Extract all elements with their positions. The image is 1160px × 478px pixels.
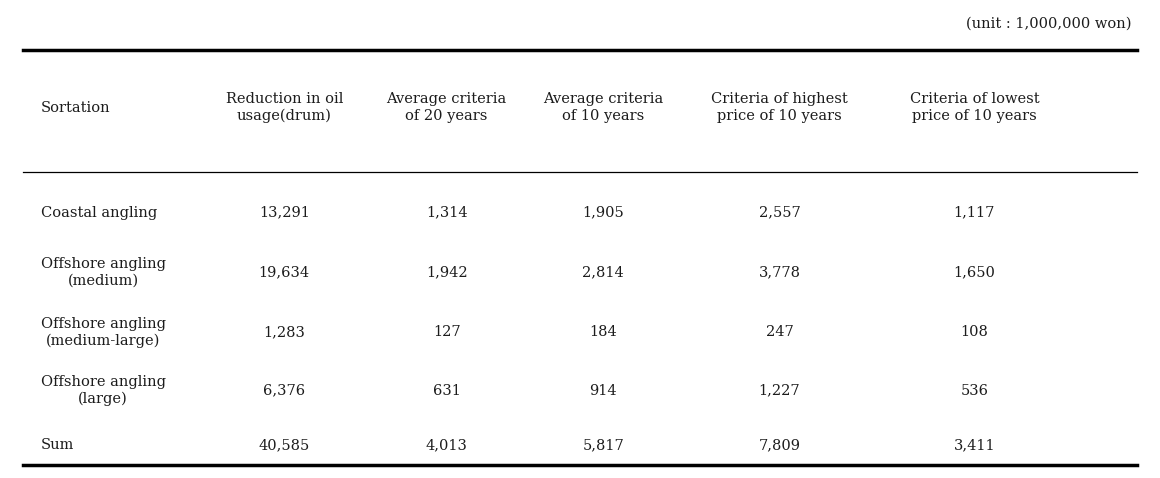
Text: Offshore angling
(medium-large): Offshore angling (medium-large) [41, 317, 166, 348]
Text: 184: 184 [589, 325, 617, 339]
Text: Criteria of lowest
price of 10 years: Criteria of lowest price of 10 years [909, 92, 1039, 123]
Text: 3,411: 3,411 [954, 438, 995, 453]
Text: 127: 127 [433, 325, 461, 339]
Text: 5,817: 5,817 [582, 438, 624, 453]
Text: Average criteria
of 20 years: Average criteria of 20 years [386, 92, 507, 123]
Text: Offshore angling
(medium): Offshore angling (medium) [41, 257, 166, 288]
Text: Offshore angling
(large): Offshore angling (large) [41, 375, 166, 406]
Text: 19,634: 19,634 [259, 265, 310, 280]
Text: 1,650: 1,650 [954, 265, 995, 280]
Text: Average criteria
of 10 years: Average criteria of 10 years [543, 92, 664, 123]
Text: 536: 536 [960, 383, 988, 398]
Text: 6,376: 6,376 [263, 383, 305, 398]
Text: 2,814: 2,814 [582, 265, 624, 280]
Text: Sum: Sum [41, 438, 74, 453]
Text: 1,283: 1,283 [263, 325, 305, 339]
Text: 1,942: 1,942 [426, 265, 467, 280]
Text: Reduction in oil
usage(drum): Reduction in oil usage(drum) [225, 92, 343, 123]
Text: 2,557: 2,557 [759, 206, 800, 220]
Text: 40,585: 40,585 [259, 438, 310, 453]
Text: 3,778: 3,778 [759, 265, 800, 280]
Text: 247: 247 [766, 325, 793, 339]
Text: (unit : 1,000,000 won): (unit : 1,000,000 won) [965, 17, 1131, 31]
Text: 108: 108 [960, 325, 988, 339]
Text: 631: 631 [433, 383, 461, 398]
Text: Sortation: Sortation [41, 100, 110, 115]
Text: 1,905: 1,905 [582, 206, 624, 220]
Text: 1,117: 1,117 [954, 206, 995, 220]
Text: 4,013: 4,013 [426, 438, 467, 453]
Text: Coastal angling: Coastal angling [41, 206, 157, 220]
Text: 7,809: 7,809 [759, 438, 800, 453]
Text: Criteria of highest
price of 10 years: Criteria of highest price of 10 years [711, 92, 848, 123]
Text: 914: 914 [589, 383, 617, 398]
Text: 13,291: 13,291 [259, 206, 310, 220]
Text: 1,227: 1,227 [759, 383, 800, 398]
Text: 1,314: 1,314 [426, 206, 467, 220]
